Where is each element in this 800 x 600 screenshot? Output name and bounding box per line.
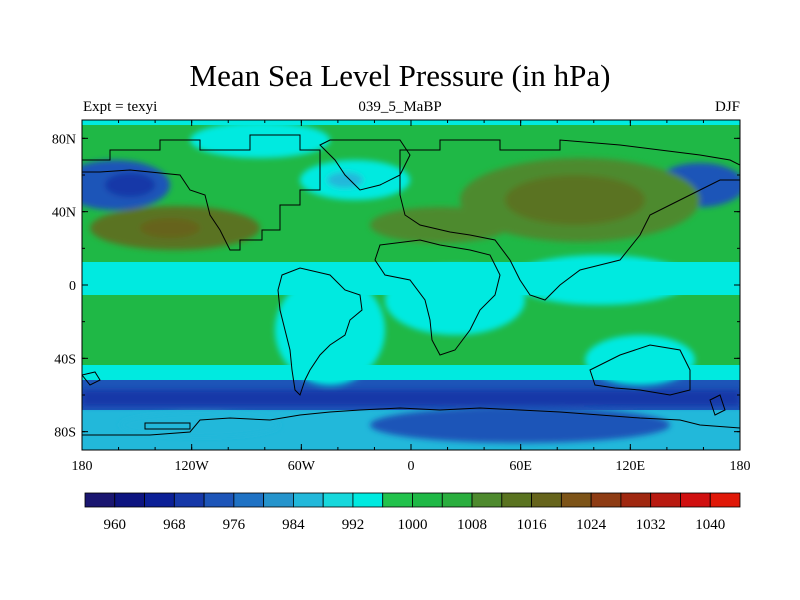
north-america-outline <box>82 134 321 251</box>
colorbar-swatch <box>590 492 622 508</box>
y-tick-label: 40N <box>52 206 76 221</box>
antarctic-island-outline <box>144 422 191 430</box>
colorbar-swatch <box>471 492 503 508</box>
southern-ocean-core <box>82 390 740 406</box>
south-america-low <box>275 275 385 385</box>
colorbar-swatch <box>650 492 681 508</box>
colorbar-swatch <box>412 492 443 508</box>
colorbar-swatch <box>352 492 384 508</box>
y-tick-label: 80N <box>52 132 76 147</box>
new-zealand-outline <box>709 394 726 416</box>
colorbar: 960 968 976 984 992 1000 1008 1016 1024 1032 1040 <box>84 492 741 533</box>
colorbar-label: 984 <box>282 517 305 533</box>
colorbar-swatch <box>144 492 175 508</box>
australia-low <box>585 335 695 385</box>
colorbar-label: 1040 <box>695 517 725 533</box>
x-tick-label: 120W <box>175 459 210 474</box>
season-label: DJF <box>714 99 740 115</box>
aleutian-low-core <box>105 173 155 197</box>
antarctic-low <box>370 407 670 443</box>
colorbar-swatch <box>322 492 354 508</box>
colorbar-swatch <box>441 492 473 508</box>
small-island-outline <box>82 371 101 386</box>
map-title: Mean Sea Level Pressure (in hPa) <box>189 58 611 93</box>
south-america-outline <box>277 267 363 396</box>
y-tick-label: 80S <box>54 426 76 441</box>
colorbar-label: 1016 <box>517 517 548 533</box>
colorbar-swatch <box>560 492 592 508</box>
y-tick-label: 0 <box>69 279 76 294</box>
x-tick-label: 0 <box>408 459 415 474</box>
x-tick-label: 180 <box>72 459 93 474</box>
colorbar-swatch <box>293 492 324 508</box>
antarctic-west <box>120 413 280 437</box>
colorbar-label: 992 <box>342 517 365 533</box>
colorbar-label: 1008 <box>457 517 487 533</box>
colorbar-swatch <box>382 492 413 508</box>
colorbar-label: 960 <box>104 517 127 533</box>
colorbar-swatch <box>263 492 294 508</box>
period-label: 039_5_MaBP <box>358 99 442 115</box>
greenland-outline <box>319 139 411 191</box>
coastlines <box>82 134 740 436</box>
antarctica-outline <box>82 407 740 436</box>
colorbar-swatch <box>501 492 532 508</box>
colorbar-label: 1024 <box>576 517 607 533</box>
field-arctic-patch <box>190 122 330 158</box>
x-tick-label: 180 <box>730 459 751 474</box>
pressure-field <box>82 120 740 450</box>
axis-labels: 180 120W 60W 0 60E 120E 180 80N 40N 0 40S 80S <box>52 132 751 474</box>
x-tick-label: 120E <box>616 459 646 474</box>
colorbar-swatch <box>203 492 235 508</box>
siberian-high-core <box>505 175 645 225</box>
maritime-low <box>510 255 690 305</box>
eurasia-outline <box>399 139 740 301</box>
colorbar-swatch <box>620 492 652 508</box>
x-tick-label: 60E <box>509 459 532 474</box>
australia-outline <box>589 344 691 396</box>
colorbar-label: 1000 <box>398 517 428 533</box>
colorbar-swatch <box>680 492 711 508</box>
experiment-label: Expt = texyi <box>83 99 158 115</box>
africa-outline <box>374 239 501 356</box>
colorbar-swatch <box>84 492 116 508</box>
y-tick-label: 40S <box>54 352 76 367</box>
colorbar-label: 976 <box>223 517 246 533</box>
colorbar-label: 1032 <box>636 517 666 533</box>
colorbar-swatch <box>709 492 741 508</box>
pacific-high-core <box>140 218 200 238</box>
colorbar-swatch <box>114 492 145 508</box>
axis-ticks <box>81 120 741 450</box>
colorbar-swatch <box>173 492 205 508</box>
colorbar-label: 968 <box>163 517 186 533</box>
colorbar-swatch <box>531 492 562 508</box>
africa-low <box>385 265 525 335</box>
colorbar-swatch <box>233 492 265 508</box>
x-tick-label: 60W <box>288 459 316 474</box>
